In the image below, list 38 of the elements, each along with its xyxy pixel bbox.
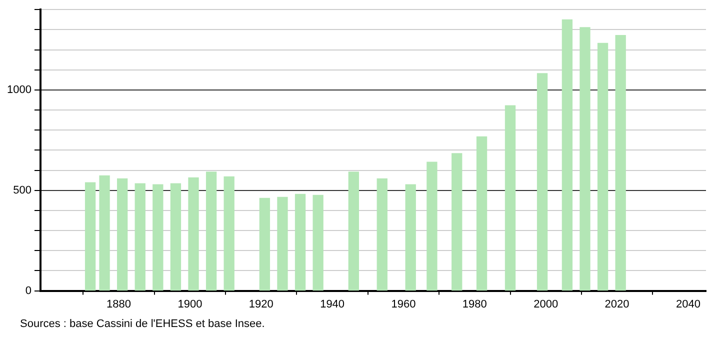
bar bbox=[277, 196, 288, 291]
bar bbox=[99, 175, 110, 291]
bar bbox=[134, 183, 146, 291]
bar bbox=[312, 194, 324, 291]
bar bbox=[376, 178, 388, 291]
bar bbox=[84, 182, 96, 291]
bar bbox=[536, 73, 548, 291]
x-tick-label: 2000 bbox=[534, 298, 558, 310]
bar bbox=[206, 172, 217, 291]
bar bbox=[504, 105, 516, 291]
bar bbox=[170, 183, 182, 291]
bar bbox=[294, 194, 306, 291]
x-tick-label: 1880 bbox=[106, 298, 132, 310]
y-tick-label: 0 bbox=[25, 284, 32, 297]
x-tick-label: 2040 bbox=[676, 298, 700, 310]
x-tick-label: 1940 bbox=[320, 298, 345, 310]
x-tick-label: 1980 bbox=[462, 298, 487, 310]
bar bbox=[615, 34, 626, 291]
bar bbox=[452, 153, 462, 291]
bar bbox=[188, 177, 199, 291]
bar bbox=[152, 184, 164, 291]
x-tick-label: 1920 bbox=[248, 298, 274, 310]
x-tick-label: 1900 bbox=[178, 298, 202, 310]
x-tick-label: 1960 bbox=[391, 298, 416, 310]
bar bbox=[224, 176, 234, 291]
x-tick-label: 2020 bbox=[604, 298, 630, 310]
bar bbox=[116, 178, 128, 291]
bar bbox=[562, 19, 573, 291]
y-tick-label: 1000 bbox=[6, 84, 32, 96]
y-tick-label: 500 bbox=[13, 184, 32, 196]
bar bbox=[405, 184, 416, 291]
bar bbox=[476, 136, 488, 291]
source-note: Sources : base Cassini de l'EHESS et base Insee. bbox=[20, 318, 265, 330]
bar bbox=[580, 27, 590, 291]
bar bbox=[597, 42, 608, 291]
bar bbox=[348, 172, 359, 291]
bar bbox=[426, 162, 438, 291]
bar bbox=[259, 198, 270, 291]
